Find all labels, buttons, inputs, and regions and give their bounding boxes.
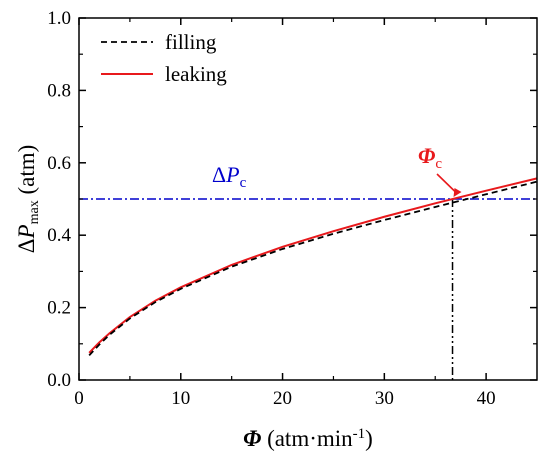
critical-arrow-head [453, 188, 462, 197]
legend-label-filling: filling [165, 30, 217, 54]
series-line-filling [88, 180, 538, 356]
x-tick-label: 30 [375, 388, 394, 409]
x-tick-label: 20 [273, 388, 292, 409]
x-axis-title-unit: (atm·min [261, 426, 353, 451]
x-axis-title-symbol: Φ [243, 426, 261, 451]
y-tick-label: 1.0 [47, 8, 71, 29]
y-axis-title-symbol: P [14, 224, 39, 239]
x-axis-title-close: ) [365, 426, 373, 451]
legend: filling leaking [101, 30, 227, 86]
threshold-label-subscript: c [240, 175, 247, 191]
y-tick-label: 0.6 [47, 153, 71, 174]
x-tick-label: 40 [477, 388, 496, 409]
y-tick-label: 0.8 [47, 80, 71, 101]
y-axis-title-delta: Δ [14, 238, 39, 253]
threshold-label-symbol: P [225, 162, 239, 187]
axis-titles: Φ (atm·min-1)ΔPmax (atm) [14, 145, 373, 451]
critical-arrow-shaft [436, 173, 458, 194]
threshold-label-delta: Δ [212, 162, 226, 187]
series-line-leaking [88, 177, 538, 354]
threshold-label: ΔPc [212, 162, 247, 191]
critical-label-subscript: c [435, 156, 442, 172]
x-axis-title-exponent: -1 [353, 426, 366, 442]
y-axis-title-unit: (atm) [14, 145, 39, 201]
x-tick-label: 10 [171, 388, 190, 409]
y-tick-label: 0.2 [47, 298, 71, 319]
axes: 0 10 20 30 40 0.0 0.2 0.4 0.6 0.8 1.0 [47, 8, 538, 409]
legend-label-leaking: leaking [165, 62, 227, 86]
x-tick-label: 0 [74, 388, 84, 409]
critical-label: Φc [418, 143, 442, 172]
y-tick-label: 0.0 [47, 370, 71, 391]
y-axis-title-subscript: max [27, 200, 42, 224]
y-axis-title: ΔPmax (atm) [14, 145, 42, 254]
y-tick-label: 0.4 [47, 225, 71, 246]
x-axis-title: Φ (atm·min-1) [243, 426, 373, 451]
plot-content [79, 177, 538, 380]
critical-label-symbol: Φ [418, 143, 435, 168]
